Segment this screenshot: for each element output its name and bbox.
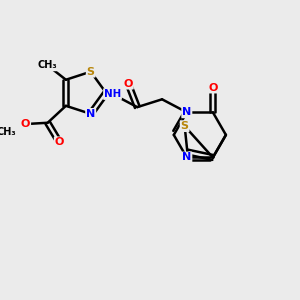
Text: N: N <box>182 152 191 163</box>
Text: S: S <box>181 121 189 131</box>
Text: CH₃: CH₃ <box>38 60 58 70</box>
Text: O: O <box>208 82 218 93</box>
Text: O: O <box>55 137 64 147</box>
Text: CH₃: CH₃ <box>0 127 16 137</box>
Text: O: O <box>21 119 30 129</box>
Text: O: O <box>124 79 133 89</box>
Text: N: N <box>86 109 95 119</box>
Text: NH: NH <box>104 89 121 99</box>
Text: S: S <box>87 67 95 77</box>
Text: N: N <box>182 107 191 117</box>
